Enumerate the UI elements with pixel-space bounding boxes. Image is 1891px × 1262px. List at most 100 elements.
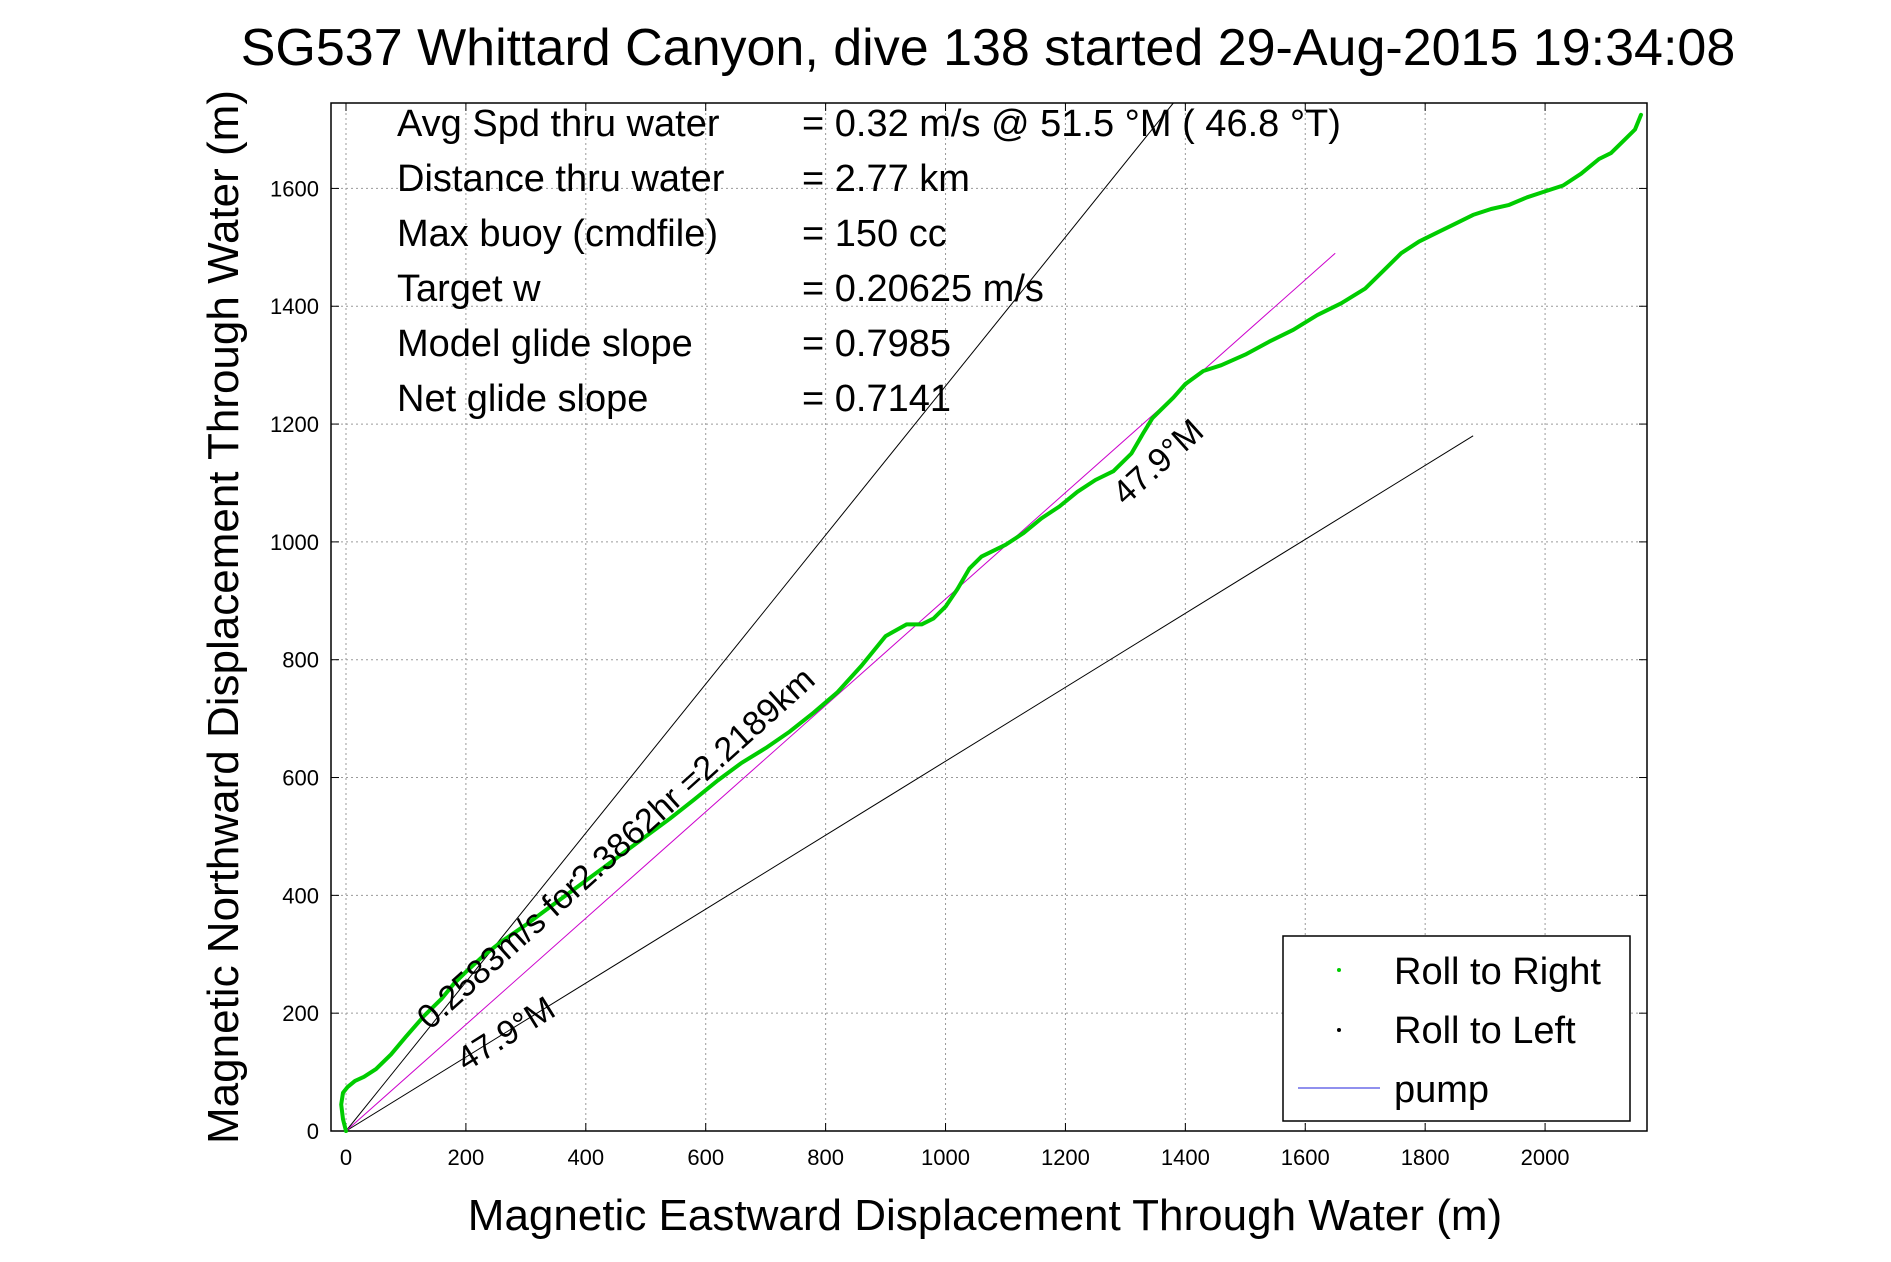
- series-point-0-4: [346, 1085, 350, 1089]
- x-tick-label-7: 1400: [1161, 1145, 1210, 1170]
- series-point-0-66: [1471, 213, 1475, 217]
- series-point-0-32: [905, 622, 909, 626]
- series-point-0-12: [452, 982, 456, 986]
- reference-line-thin-ray-upper: [345, 102, 1174, 1132]
- series-point-0-64: [1435, 231, 1439, 235]
- info-value-3: = 0.20625 m/s: [802, 268, 1044, 310]
- series-point-0-67: [1489, 207, 1493, 211]
- info-value-0: = 0.32 m/s @ 51.5 °M ( 46.8 °T): [802, 103, 1341, 145]
- series-point-0-18: [572, 888, 576, 891]
- x-tick-label-5: 1000: [921, 1145, 970, 1170]
- series-point-0-54: [1219, 363, 1223, 367]
- series-point-0-52: [1183, 382, 1187, 386]
- y-tick-label-0: 0: [307, 1119, 319, 1144]
- series-point-0-72: [1579, 172, 1583, 176]
- legend-label-roll-left: Roll to Left: [1394, 1010, 1576, 1052]
- x-tick-label-4: 800: [807, 1145, 844, 1170]
- series-point-0-7: [374, 1067, 378, 1071]
- series-point-0-58: [1315, 313, 1319, 317]
- series-point-0-20: [620, 852, 624, 856]
- series-point-0-44: [1075, 490, 1079, 494]
- series-point-0-61: [1381, 269, 1385, 273]
- info-value-2: = 150 cc: [802, 213, 947, 255]
- series-point-0-73: [1597, 157, 1601, 161]
- series-point-0-42: [1040, 516, 1043, 520]
- series-point-0-16: [524, 923, 528, 927]
- series-point-0-49: [1150, 416, 1154, 420]
- series-point-0-11: [440, 996, 444, 1000]
- y-tick-label-4: 800: [282, 648, 319, 673]
- x-tick-label-10: 2000: [1521, 1145, 1570, 1170]
- series-point-0-34: [932, 617, 935, 620]
- legend-box: [1282, 935, 1631, 1122]
- reference-line-thin-ray-lower: [345, 435, 1474, 1132]
- series-point-0-23: [692, 798, 696, 802]
- series-point-0-69: [1525, 195, 1529, 199]
- series-layer: [339, 112, 1643, 1133]
- series-point-0-50: [1159, 407, 1163, 411]
- series-point-0-76: [1633, 128, 1637, 131]
- y-tick-label-7: 1400: [270, 294, 319, 319]
- series-point-0-65: [1453, 222, 1457, 226]
- x-tick-label-8: 1600: [1281, 1145, 1330, 1170]
- info-label-3: Target w: [397, 268, 541, 310]
- x-axis-label: Magnetic Eastward Displacement Through W…: [468, 1191, 1502, 1240]
- series-point-0-48: [1141, 431, 1145, 435]
- plot-area-frame: [330, 102, 1648, 1132]
- series-point-0-51: [1171, 396, 1175, 400]
- series-point-0-45: [1093, 478, 1097, 482]
- y-tick-label-2: 400: [282, 883, 319, 908]
- series-point-0-59: [1339, 301, 1343, 305]
- series-point-0-68: [1507, 203, 1511, 207]
- series-point-0-53: [1201, 369, 1205, 373]
- series-point-0-15: [500, 939, 504, 943]
- series-point-0-31: [884, 634, 888, 638]
- series-point-0-24: [716, 779, 720, 782]
- y-tick-label-1: 200: [282, 1001, 319, 1026]
- series-point-0-25: [740, 761, 744, 765]
- x-tick-label-1: 200: [448, 1145, 485, 1170]
- series-point-0-10: [422, 1014, 426, 1018]
- series-line-0: [339, 112, 1643, 1133]
- x-tick-label-2: 400: [567, 1145, 604, 1170]
- series-point-0-46: [1111, 469, 1115, 473]
- series-point-0-21: [644, 834, 648, 838]
- series-point-0-3: [341, 1091, 345, 1095]
- y-tick-label-6: 1200: [270, 412, 319, 437]
- series-point-0-17: [548, 905, 552, 909]
- y-axis-label: Magnetic Northward Displacement Through …: [199, 90, 248, 1144]
- x-tick-label-3: 600: [687, 1145, 724, 1170]
- series-point-0-57: [1291, 328, 1295, 332]
- series-point-0-47: [1129, 452, 1133, 455]
- series-point-0-37: [968, 566, 971, 570]
- series-point-0-2: [339, 1103, 343, 1106]
- series-point-0-70: [1543, 189, 1547, 193]
- series-point-0-33: [920, 622, 924, 626]
- info-value-4: = 0.7985: [802, 323, 951, 365]
- legend-label-roll-right: Roll to Right: [1394, 951, 1601, 993]
- series-point-0-39: [992, 549, 995, 553]
- series-point-0-8: [389, 1052, 393, 1056]
- legend-label-pump: pump: [1394, 1069, 1489, 1111]
- series-point-0-13: [464, 970, 468, 974]
- series-point-0-71: [1561, 184, 1565, 187]
- series-point-0-63: [1417, 239, 1421, 243]
- info-value-5: = 0.7141: [802, 378, 951, 420]
- series-point-0-56: [1267, 340, 1271, 344]
- tick-layer: 0 200 400 600 800 1000 1200 1400 1600 1800 2000 0 20…: [270, 103, 1647, 1170]
- y-tick-label-3: 600: [282, 766, 319, 791]
- info-label-2: Max buoy (cmdfile): [397, 213, 718, 255]
- series-point-0-28: [812, 711, 816, 715]
- series-point-0-1: [341, 1117, 345, 1121]
- series-point-0-26: [764, 746, 768, 750]
- x-tick-label-9: 1800: [1401, 1145, 1450, 1170]
- series-point-0-77: [1639, 113, 1643, 117]
- series-point-0-22: [668, 817, 672, 821]
- series-point-0-43: [1057, 505, 1061, 508]
- info-label-5: Net glide slope: [397, 378, 648, 420]
- series-point-0-14: [482, 953, 486, 957]
- chart-title: SG537 Whittard Canyon, dive 138 started …: [241, 19, 1736, 77]
- y-tick-label-5: 1000: [270, 530, 319, 555]
- series-point-0-60: [1363, 287, 1367, 291]
- x-tick-label-6: 1200: [1041, 1145, 1090, 1170]
